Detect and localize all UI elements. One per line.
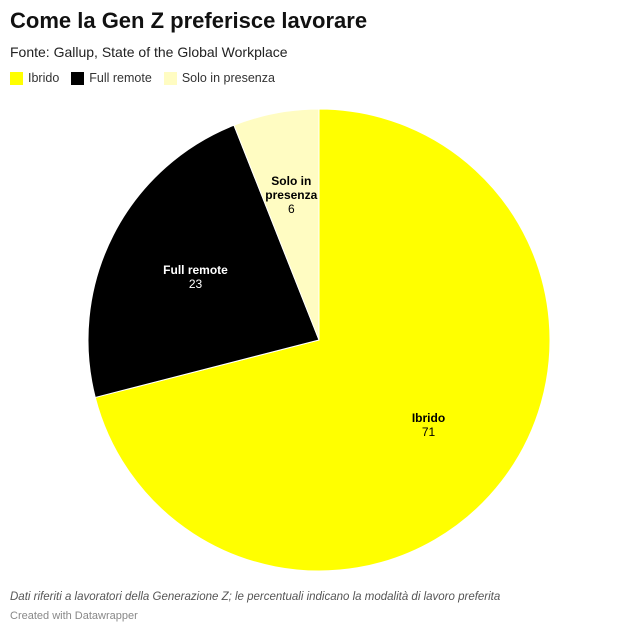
slice-value: 23 [189,277,203,291]
slice-value: 6 [288,202,295,216]
legend-swatch [10,71,23,85]
legend: Ibrido Full remote Solo in presenza [10,71,275,85]
legend-item-full-remote: Full remote [71,71,152,85]
legend-label: Ibrido [28,71,60,85]
credit-link[interactable]: Created with Datawrapper [10,610,138,622]
slice-label: Ibrido 71 [412,411,445,439]
slice-label: Solo in presenza 6 [265,174,317,216]
legend-swatch [71,71,85,85]
pie-slice-ibrido [94,108,551,572]
legend-item-solo-in-presenza: Solo in presenza [163,71,275,85]
legend-label: Solo in presenza [181,71,275,85]
chart-title: Come la Gen Z preferisce lavorare [10,8,368,33]
pie-slice-full-remote [87,124,320,399]
pie-slice-solo-in-presenza [233,108,320,341]
slice-value: 71 [422,425,436,439]
legend-item-ibrido: Ibrido [10,71,59,85]
chart-subtitle: Fonte: Gallup, State of the Global Workp… [10,44,288,60]
slice-label: Full remote 23 [163,263,228,291]
legend-label: Full remote [89,71,152,85]
legend-swatch [163,71,177,85]
chart-notes: Dati riferiti a lavoratori della Generaz… [10,591,501,603]
